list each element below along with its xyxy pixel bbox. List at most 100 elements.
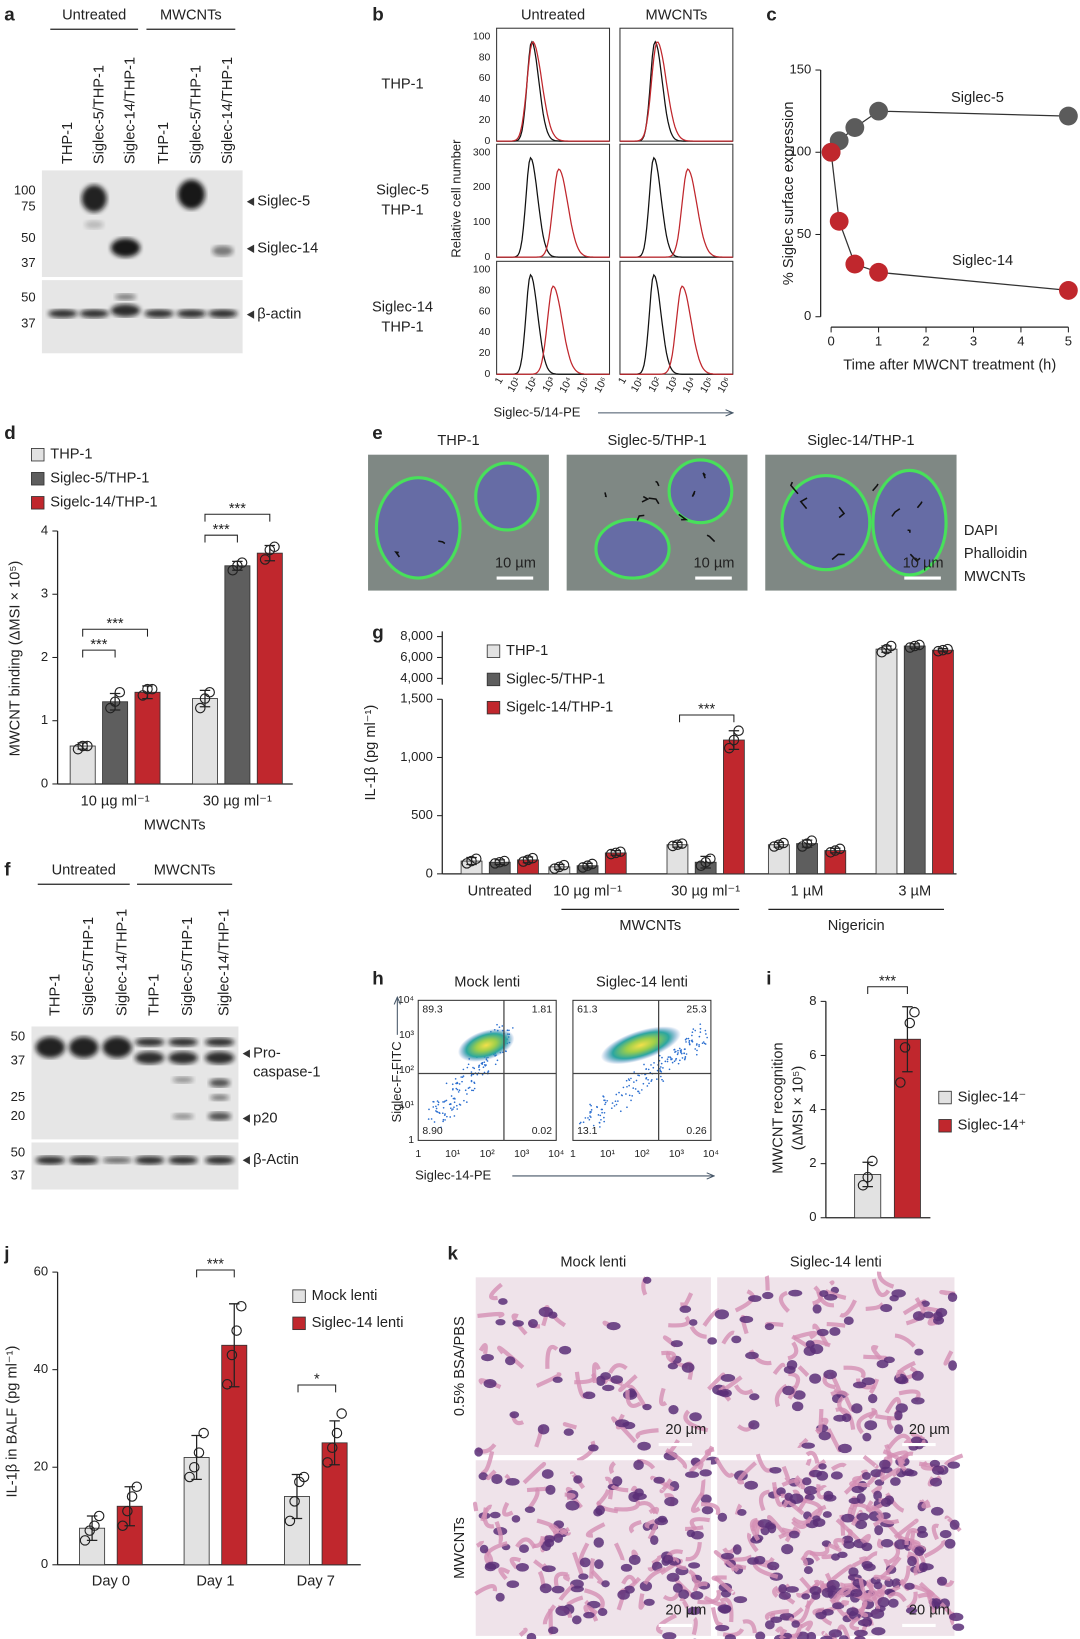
event-dot (590, 1111, 592, 1113)
event-dot (679, 1049, 682, 1052)
data-point (768, 841, 780, 852)
event-dot (640, 1089, 643, 1091)
event-dot (485, 1064, 487, 1066)
bar (256, 552, 283, 785)
x-tick-label: 10² (634, 1149, 650, 1160)
tissue (668, 1315, 691, 1328)
y-tick-label: 4 (41, 522, 48, 537)
data-point (845, 254, 865, 274)
significance-bracket (679, 714, 735, 723)
nucleus (764, 1323, 775, 1331)
error-bar (86, 1515, 98, 1542)
x-axis-label: Siglec-5/14-PE (493, 404, 580, 419)
nucleus (843, 1316, 854, 1325)
nucleus (912, 1311, 925, 1321)
event-dot (435, 1107, 438, 1110)
event-dot (478, 1068, 481, 1071)
tissue (618, 1374, 638, 1393)
nucleus (948, 1360, 957, 1371)
event-dot (449, 1116, 452, 1118)
tissue (484, 1541, 508, 1564)
y-tick-label: 0 (804, 308, 811, 323)
band (212, 245, 234, 257)
band (172, 1076, 194, 1083)
tissue (767, 1515, 787, 1536)
data-point (517, 856, 529, 867)
nanotube (799, 497, 808, 510)
nucleus (873, 1490, 883, 1501)
nucleus (785, 1586, 799, 1593)
event-dot (670, 1058, 672, 1061)
nucleus (720, 1374, 736, 1382)
y-tick-label: 200 (473, 182, 491, 193)
event-dot (480, 1062, 483, 1065)
panel-label: e (372, 422, 382, 443)
event-dot (704, 1029, 707, 1032)
event-dot (435, 1110, 437, 1112)
nucleus (526, 1632, 537, 1639)
data-point (1058, 280, 1078, 300)
data-point (728, 734, 740, 746)
data-point (937, 644, 949, 656)
event-dot (462, 1068, 465, 1071)
event-dot (677, 1062, 680, 1065)
nucleus (918, 1562, 928, 1573)
event-dot (501, 1025, 504, 1027)
tissue (886, 1591, 907, 1603)
data-point (336, 1408, 347, 1419)
tissue (894, 1333, 916, 1348)
nucleus (861, 1377, 876, 1386)
event-dot (659, 1069, 662, 1072)
tissue (584, 1588, 605, 1611)
nucleus (504, 1356, 516, 1366)
event-dot (483, 1063, 486, 1066)
event-dot (638, 1074, 641, 1077)
nucleus (654, 1517, 669, 1526)
pointer (246, 197, 255, 206)
data-point (236, 557, 248, 568)
event-dot (603, 1116, 605, 1119)
event-dot (648, 1082, 650, 1085)
event-dot (702, 1041, 705, 1043)
event-dot (472, 1066, 474, 1069)
plot-title: Mock lenti (454, 974, 520, 990)
tissue (611, 1416, 637, 1444)
x-tick-label: 10³ (514, 1149, 530, 1160)
y-tick-label: 40 (34, 1361, 49, 1376)
nucleus (667, 1362, 678, 1370)
tissue (875, 1513, 900, 1525)
nucleus (489, 1511, 501, 1519)
event-dot (483, 1061, 486, 1064)
nucleus (539, 1583, 552, 1594)
nucleus (846, 1607, 859, 1616)
y-axis-label: MWCNT recognition (771, 1042, 787, 1173)
event-dot (476, 1073, 479, 1076)
lane-label: Siglec-14/THP-1 (123, 57, 139, 164)
panel-label: b (372, 4, 383, 25)
event-dot (621, 1094, 623, 1097)
data-point (834, 843, 846, 855)
nucleus (952, 1623, 965, 1631)
tissue (886, 1433, 911, 1450)
tissue (688, 1460, 704, 1474)
data-point (549, 863, 560, 874)
x-tick-label: 1 (415, 1149, 421, 1160)
y-tick-label: 6 (809, 1047, 816, 1062)
nucleus (931, 1465, 945, 1475)
y-tick-label: 1 (408, 1135, 414, 1146)
event-dot (592, 1124, 595, 1127)
nanotube (691, 490, 696, 498)
panel-label: i (766, 967, 771, 988)
y-tick-label: 0 (426, 865, 433, 880)
event-dot (454, 1098, 456, 1100)
event-dot (673, 1060, 676, 1063)
nucleus (509, 1411, 520, 1419)
x-axis-label: Siglec-14-PE (415, 1167, 491, 1182)
tissue (585, 1522, 606, 1538)
nucleus (688, 1319, 698, 1326)
nucleus (801, 1442, 815, 1449)
event-dot (694, 1029, 697, 1032)
band (134, 1037, 165, 1047)
tissue (805, 1458, 812, 1467)
y-tick-label: 500 (411, 807, 433, 822)
